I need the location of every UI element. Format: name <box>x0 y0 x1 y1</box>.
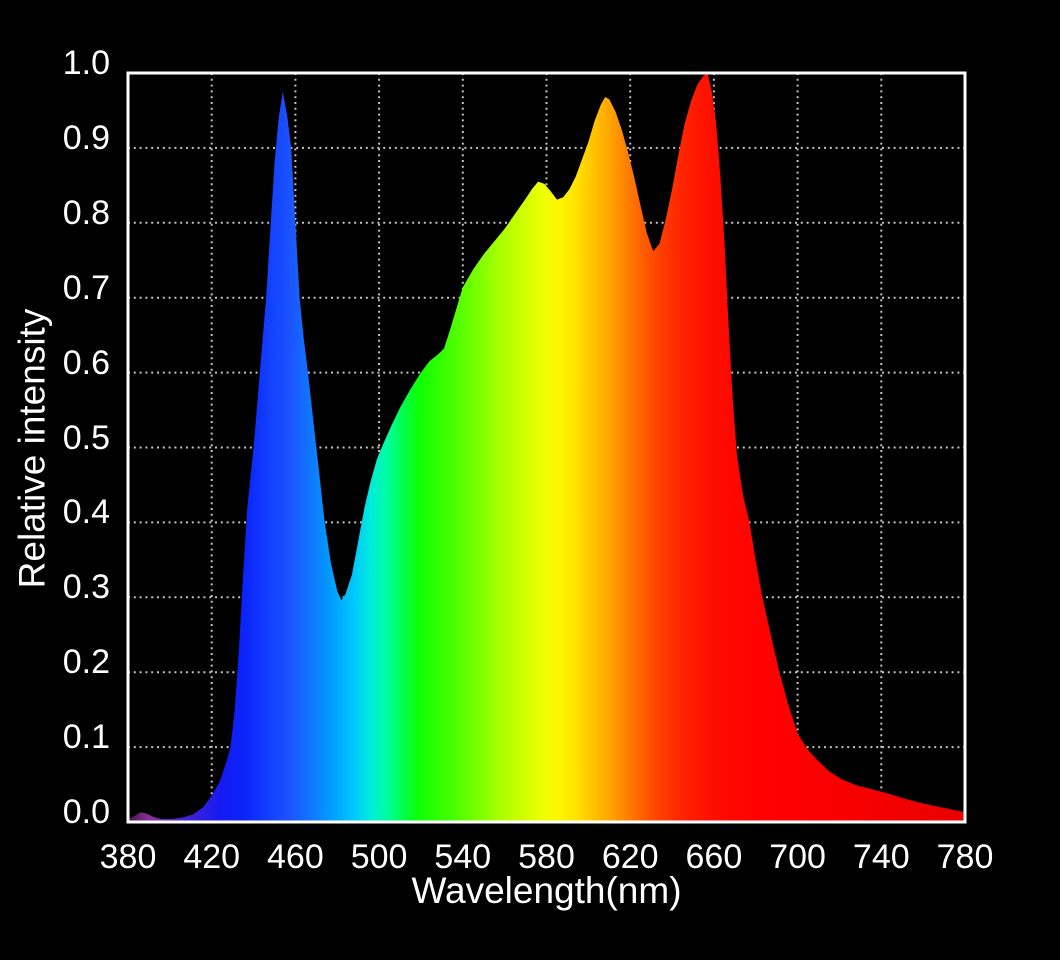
x-tick-label: 660 <box>685 838 743 876</box>
y-tick-label: 0.1 <box>62 718 110 757</box>
y-tick-label: 0.9 <box>62 118 110 157</box>
spectrum-area-series <box>128 73 965 822</box>
y-tick-label: 1.0 <box>62 44 110 82</box>
y-tick-label: 0.0 <box>62 793 110 831</box>
y-tick-label: 0.2 <box>62 643 110 682</box>
x-tick-label: 500 <box>350 838 408 876</box>
x-tick-label: 420 <box>183 838 241 876</box>
x-tick-label: 540 <box>434 838 492 876</box>
x-tick-label: 740 <box>852 838 910 876</box>
x-tick-label: 620 <box>601 838 659 876</box>
x-tick-label: 580 <box>518 838 575 876</box>
y-tick-label: 0.8 <box>62 193 110 232</box>
x-tick-label: 700 <box>769 838 826 876</box>
plot-frame <box>126 71 967 824</box>
x-tick-label: 460 <box>267 838 324 876</box>
x-tick-label: 780 <box>936 838 994 876</box>
y-tick-label: 0.7 <box>62 268 110 307</box>
y-tick-label: 0.4 <box>62 493 110 532</box>
x-tick-label: 380 <box>99 838 157 876</box>
y-axis-title: Relative intensity <box>11 308 53 589</box>
y-tick-label: 0.6 <box>62 343 110 382</box>
y-tick-label: 0.5 <box>62 418 110 457</box>
y-tick-label: 0.3 <box>62 568 110 607</box>
x-axis-title: Wavelength(nm) <box>411 870 682 911</box>
